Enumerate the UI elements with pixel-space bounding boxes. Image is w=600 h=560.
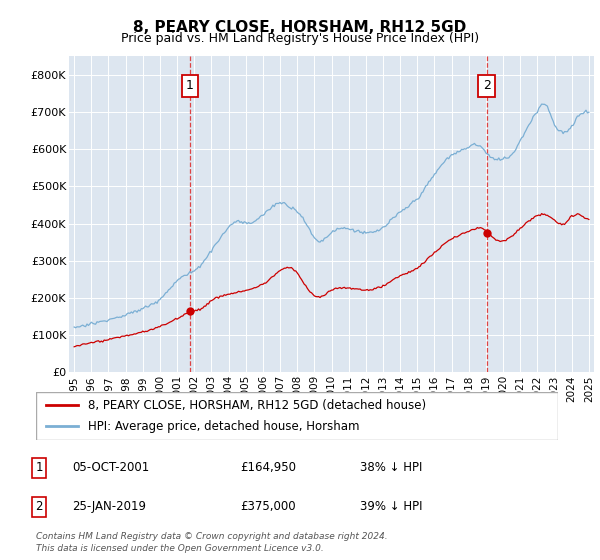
Text: 39% ↓ HPI: 39% ↓ HPI	[360, 500, 422, 514]
Text: 1: 1	[35, 461, 43, 474]
Text: 38% ↓ HPI: 38% ↓ HPI	[360, 461, 422, 474]
Text: 25-JAN-2019: 25-JAN-2019	[72, 500, 146, 514]
Text: £375,000: £375,000	[240, 500, 296, 514]
Text: HPI: Average price, detached house, Horsham: HPI: Average price, detached house, Hors…	[88, 420, 360, 433]
Text: 2: 2	[35, 500, 43, 514]
Text: Contains HM Land Registry data © Crown copyright and database right 2024.
This d: Contains HM Land Registry data © Crown c…	[36, 533, 388, 553]
Text: 8, PEARY CLOSE, HORSHAM, RH12 5GD: 8, PEARY CLOSE, HORSHAM, RH12 5GD	[133, 20, 467, 35]
Text: 1: 1	[186, 80, 194, 92]
Text: 05-OCT-2001: 05-OCT-2001	[72, 461, 149, 474]
Text: Price paid vs. HM Land Registry's House Price Index (HPI): Price paid vs. HM Land Registry's House …	[121, 32, 479, 45]
FancyBboxPatch shape	[36, 392, 558, 440]
Text: 2: 2	[483, 80, 491, 92]
Text: £164,950: £164,950	[240, 461, 296, 474]
Text: 8, PEARY CLOSE, HORSHAM, RH12 5GD (detached house): 8, PEARY CLOSE, HORSHAM, RH12 5GD (detac…	[88, 399, 427, 412]
